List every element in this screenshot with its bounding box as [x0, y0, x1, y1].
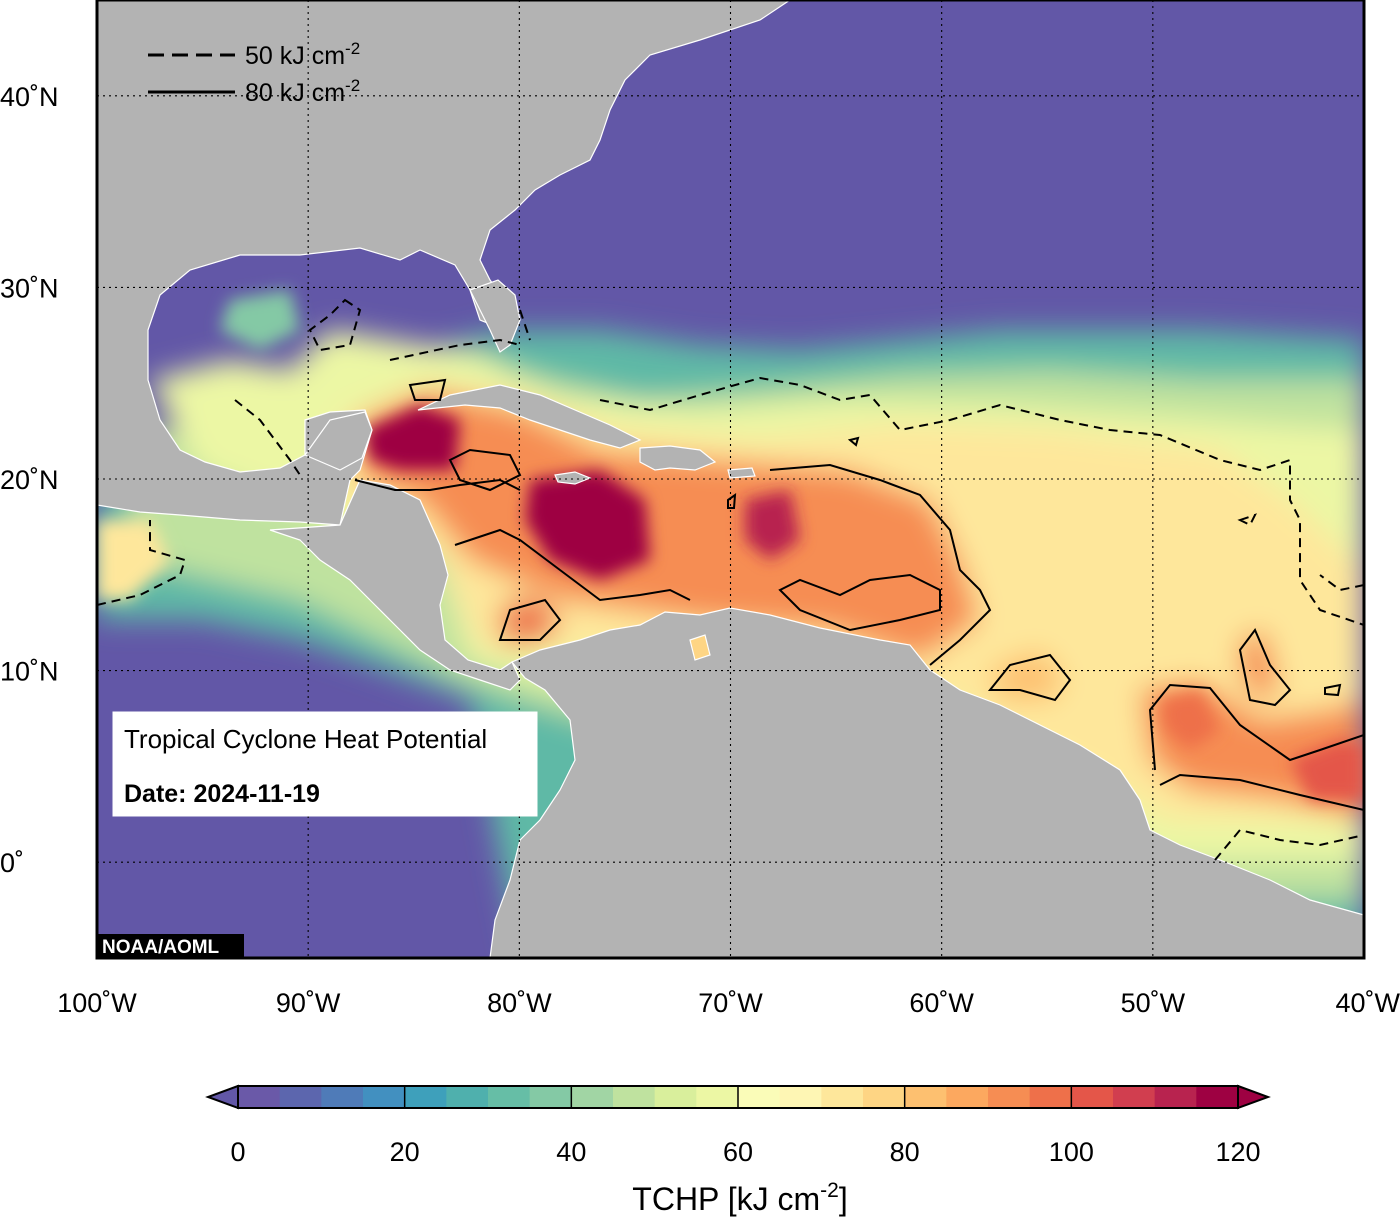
colorbar-high-arrow [1237, 1084, 1271, 1110]
colorbar-swatch [696, 1086, 739, 1108]
colorbar-swatch [363, 1086, 406, 1108]
lat-tick-label: 0˚ [0, 848, 24, 878]
colorbar-tick-label: 40 [556, 1137, 586, 1167]
south-america [489, 607, 1364, 958]
lon-tick-label: 60˚W [909, 988, 974, 1018]
small-island [689, 634, 711, 661]
central-america [269, 479, 521, 691]
lat-tick-label: 20˚N [0, 465, 59, 495]
colorbar-swatch [571, 1086, 614, 1108]
lon-tick-label: 80˚W [487, 988, 552, 1018]
lon-tick-label: 90˚W [276, 988, 341, 1018]
hispaniola [639, 445, 717, 471]
colorbar [205, 1084, 1271, 1110]
colorbar-swatch [488, 1086, 531, 1108]
lon-tick-label: 50˚W [1121, 988, 1186, 1018]
colorbar-swatch [738, 1086, 781, 1108]
colorbar-tick-label: 20 [390, 1137, 420, 1167]
colorbar-swatch [238, 1086, 281, 1108]
colorbar-swatch [1196, 1086, 1239, 1108]
colorbar-swatch [613, 1086, 656, 1108]
legend-dashed-label: 50 kJ cm-2 [245, 39, 360, 70]
puerto-rico [727, 467, 756, 479]
lon-tick-label: 40˚W [1335, 988, 1400, 1018]
colorbar-swatch [1113, 1086, 1156, 1108]
credit-text: NOAA/AOML [102, 937, 220, 958]
colorbar-swatch [446, 1086, 489, 1108]
colorbar-swatch [946, 1086, 989, 1108]
lon-tick-label: 100˚W [57, 988, 137, 1018]
lat-tick-label: 30˚N [0, 273, 59, 303]
colorbar-swatch [654, 1086, 697, 1108]
colorbar-swatch [321, 1086, 364, 1108]
cuba [417, 384, 642, 449]
info-box-title: Tropical Cyclone Heat Potential [124, 724, 487, 754]
contour-legend: 50 kJ cm-2 80 kJ cm-2 [148, 39, 360, 107]
colorbar-swatch [1029, 1086, 1072, 1108]
colorbar-swatch [904, 1086, 947, 1108]
north-america [97, 0, 792, 526]
credit-badge: NOAA/AOML [97, 934, 244, 958]
colorbar-swatch [863, 1086, 906, 1108]
info-box-date: Date: 2024-11-19 [124, 780, 320, 808]
jamaica [554, 471, 592, 485]
colorbar-swatch [988, 1086, 1031, 1108]
colorbar-swatch [779, 1086, 822, 1108]
colorbar-tick-label: 120 [1215, 1137, 1260, 1167]
tchp-hotspots [97, 290, 1364, 800]
colorbar-tick-label: 0 [230, 1137, 245, 1167]
colorbar-tick-labels: 0 20 40 60 80 100 120 [230, 1137, 1260, 1167]
contour-50-dashed [97, 298, 1364, 861]
colorbar-tick-label: 100 [1049, 1137, 1094, 1167]
florida [469, 279, 521, 353]
yucatan [304, 411, 373, 471]
colorbar-swatch [404, 1086, 447, 1108]
colorbar-swatch [279, 1086, 322, 1108]
lat-tick-label: 10˚N [0, 657, 59, 687]
legend-solid-label: 80 kJ cm-2 [245, 76, 360, 107]
contours [97, 298, 1364, 861]
lat-tick-label: 40˚N [0, 82, 59, 112]
map-frame [95, 0, 1366, 960]
info-box: Tropical Cyclone Heat Potential Date: 20… [112, 711, 538, 817]
longitude-labels: 100˚W 90˚W 80˚W 70˚W 60˚W 50˚W 40˚W [57, 988, 1400, 1018]
colorbar-swatch [1154, 1086, 1197, 1108]
colorbar-swatch [529, 1086, 572, 1108]
colorbar-label: TCHP [kJ cm-2] [632, 1179, 847, 1217]
latitude-labels: 40˚N 30˚N 20˚N 10˚N 0˚ [0, 82, 59, 878]
land-masses [97, 0, 1364, 958]
colorbar-swatch [821, 1086, 864, 1108]
colorbar-tick-label: 60 [723, 1137, 753, 1167]
map-area: Tropical Cyclone Heat Potential Date: 20… [97, 0, 1364, 958]
contour-80-solid [354, 378, 1364, 811]
colorbar-low-arrow [205, 1084, 239, 1110]
lon-tick-label: 70˚W [698, 988, 763, 1018]
colorbar-tick-label: 80 [890, 1137, 920, 1167]
colorbar-swatch [1071, 1086, 1114, 1108]
